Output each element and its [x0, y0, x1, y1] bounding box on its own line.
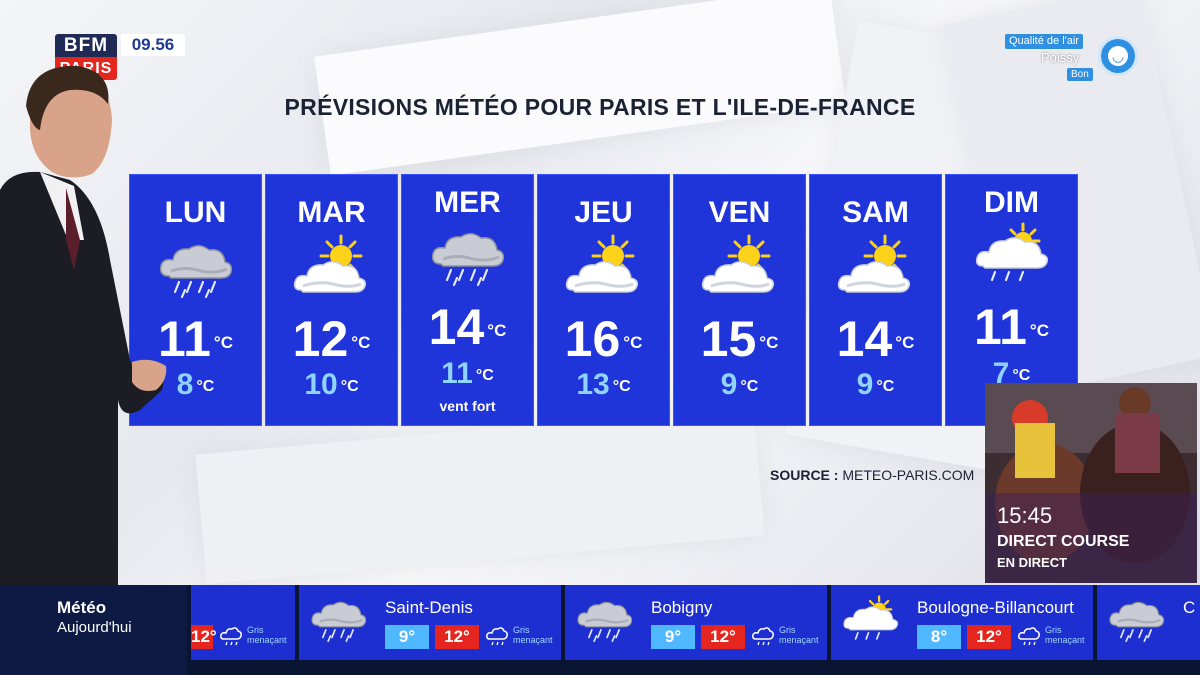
forecast-title: PRÉVISIONS MÉTÉO POUR PARIS ET L'ILE-DE-…	[284, 94, 916, 120]
mini-text: Gris menaçant	[513, 625, 553, 645]
day-label: LUN	[164, 196, 227, 229]
pip-subtitle: EN DIRECT	[997, 555, 1068, 570]
source-credit: SOURCE : METEO-PARIS.COM	[770, 467, 975, 483]
rain-cloud-icon	[1105, 595, 1167, 645]
max-temp: 14 °C	[836, 311, 915, 367]
background-panel	[314, 0, 846, 176]
sun-cloud-icon	[699, 232, 779, 298]
day-label: MAR	[297, 196, 366, 229]
ticker-city: Boulogne-Billancourt	[917, 598, 1074, 617]
ticker-item-partial: C	[1097, 585, 1200, 660]
clock: 09.56	[121, 34, 185, 56]
air-quality-label: Qualité de l'air	[1005, 34, 1083, 49]
min-temp: 9 °C	[856, 368, 895, 401]
ticker-item: Bobigny 9° 12° Gris menaçant	[565, 585, 827, 660]
max-temp: 15 °C	[700, 311, 779, 367]
air-quality-level: Bon	[1067, 68, 1093, 81]
max-temp-badge: 12°	[435, 625, 479, 649]
ticker-city: Bobigny	[651, 598, 713, 617]
wind-note: vent fort	[439, 398, 496, 414]
ticker-subtitle: Aujourd'hui	[57, 619, 132, 636]
sun-rain-cloud-icon	[971, 222, 1051, 288]
min-temp-badge: 9°	[651, 625, 695, 649]
max-temp: 14 °C	[428, 299, 507, 355]
max-temp: 11 °C	[158, 311, 233, 367]
max-temp-badge: 12°	[967, 625, 1011, 649]
day-label: MER	[434, 186, 501, 219]
min-temp: 13 °C	[576, 368, 631, 401]
min-temp: 8 °C	[176, 368, 215, 401]
min-temp: 10 °C	[304, 368, 359, 401]
day-label: JEU	[574, 196, 633, 229]
mini-rain-icon	[751, 625, 775, 647]
horse-race-image	[985, 383, 1197, 583]
min-temp-badge: 9°	[385, 625, 429, 649]
pip-title: DIRECT COURSE	[997, 533, 1130, 550]
smiley-icon	[1101, 39, 1135, 73]
background-panel	[195, 405, 765, 585]
weather-ticker: Météo Aujourd'hui 12° Gris menaçant Sain…	[0, 585, 1200, 675]
forecast-card-mer: MER 14 °C 11 °C vent fort	[401, 174, 534, 426]
logo-top: BFM	[55, 34, 117, 57]
min-temp: 7 °C	[992, 357, 1031, 390]
forecast-card-lun: LUN 11 °C 8 °C	[129, 174, 262, 426]
min-temp: 9 °C	[720, 368, 759, 401]
mini-text: Gris menaçant	[247, 625, 287, 645]
min-temp-badge: 8°	[917, 625, 961, 649]
mini-text: Gris menaçant	[779, 625, 819, 645]
max-temp-badge: 12°	[191, 625, 217, 649]
ticker-item: Saint-Denis 9° 12° Gris menaçant	[299, 585, 561, 660]
day-label: SAM	[842, 196, 909, 229]
ticker-label: Météo Aujourd'hui	[0, 585, 187, 675]
mini-text: Gris menaçant	[1045, 625, 1085, 645]
forecast-card-jeu: JEU 16 °C 13 °C	[537, 174, 670, 426]
max-temp: 12 °C	[292, 311, 371, 367]
rain-cloud-icon	[307, 595, 369, 645]
ticker-city: Saint-Denis	[385, 598, 473, 617]
ticker-title: Météo	[57, 598, 107, 617]
rain-cloud-icon	[427, 224, 507, 290]
rain-cloud-icon	[573, 595, 635, 645]
live-preview-pip[interactable]: 15:45 DIRECT COURSE EN DIRECT	[985, 383, 1197, 583]
sun-cloud-icon	[835, 232, 915, 298]
max-temp: 16 °C	[564, 311, 643, 367]
mini-rain-icon	[485, 625, 509, 647]
forecast-card-ven: VEN 15 °C 9 °C	[673, 174, 806, 426]
mini-rain-icon	[219, 625, 243, 647]
ticker-item-partial: 12° Gris menaçant	[191, 585, 295, 660]
mini-rain-icon	[1017, 625, 1041, 647]
pip-time: 15:45	[997, 503, 1053, 528]
air-quality-city: Poissy	[1041, 50, 1080, 65]
sun-rain-cloud-icon	[839, 595, 901, 645]
forecast-card-sam: SAM 14 °C 9 °C	[809, 174, 942, 426]
max-temp: 11 °C	[974, 299, 1049, 355]
min-temp: 11 °C	[441, 357, 494, 390]
presenter	[0, 65, 167, 585]
air-quality-widget: Qualité de l'air Poissy Bon	[1005, 34, 1140, 82]
forecast-cards: LUN 11 °C 8 °C MAR 12 °C 10 °C MER 14 °C 11 °C…	[129, 174, 1081, 426]
day-label: VEN	[708, 196, 771, 229]
sun-cloud-icon	[291, 232, 371, 298]
ticker-item: Boulogne-Billancourt 8° 12° Gris menaçan…	[831, 585, 1093, 660]
sun-cloud-icon	[563, 232, 643, 298]
max-temp-badge: 12°	[701, 625, 745, 649]
day-label: DIM	[984, 186, 1039, 219]
forecast-card-mar: MAR 12 °C 10 °C	[265, 174, 398, 426]
ticker-city: C	[1183, 598, 1196, 617]
